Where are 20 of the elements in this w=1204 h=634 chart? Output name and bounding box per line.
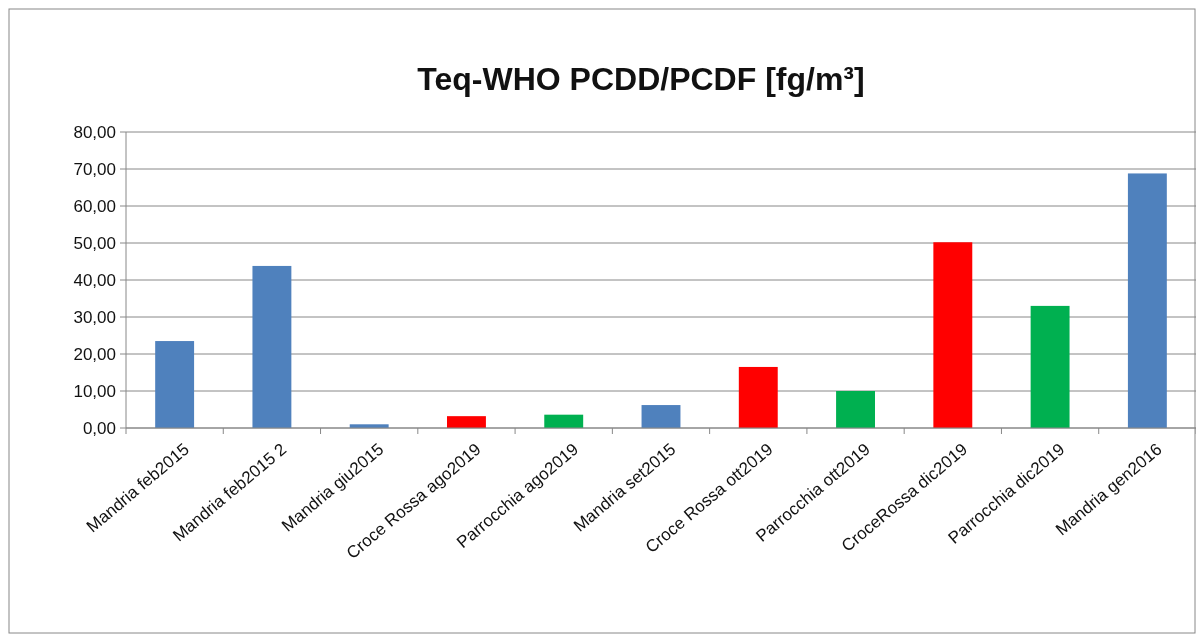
bar bbox=[252, 265, 292, 428]
y-tick-label: 30,00 bbox=[73, 307, 116, 327]
y-tick-label: 40,00 bbox=[73, 270, 116, 290]
y-tick-label: 20,00 bbox=[73, 344, 116, 364]
bar bbox=[544, 414, 584, 428]
bar bbox=[447, 416, 486, 428]
y-tick-label: 50,00 bbox=[73, 233, 116, 253]
y-tick-label: 0,00 bbox=[82, 418, 116, 438]
bar bbox=[933, 242, 973, 428]
bar bbox=[1127, 173, 1167, 428]
y-tick-label: 60,00 bbox=[73, 196, 116, 216]
bar bbox=[836, 391, 875, 428]
bar bbox=[641, 405, 681, 428]
chart-title: Teq-WHO PCDD/PCDF [fg/m³] bbox=[417, 61, 865, 97]
y-tick-label: 10,00 bbox=[73, 381, 116, 401]
y-tick-label: 70,00 bbox=[73, 159, 116, 179]
bar bbox=[1030, 305, 1070, 428]
y-tick-label: 80,00 bbox=[73, 122, 116, 142]
bar bbox=[155, 341, 195, 428]
bar bbox=[738, 366, 778, 428]
